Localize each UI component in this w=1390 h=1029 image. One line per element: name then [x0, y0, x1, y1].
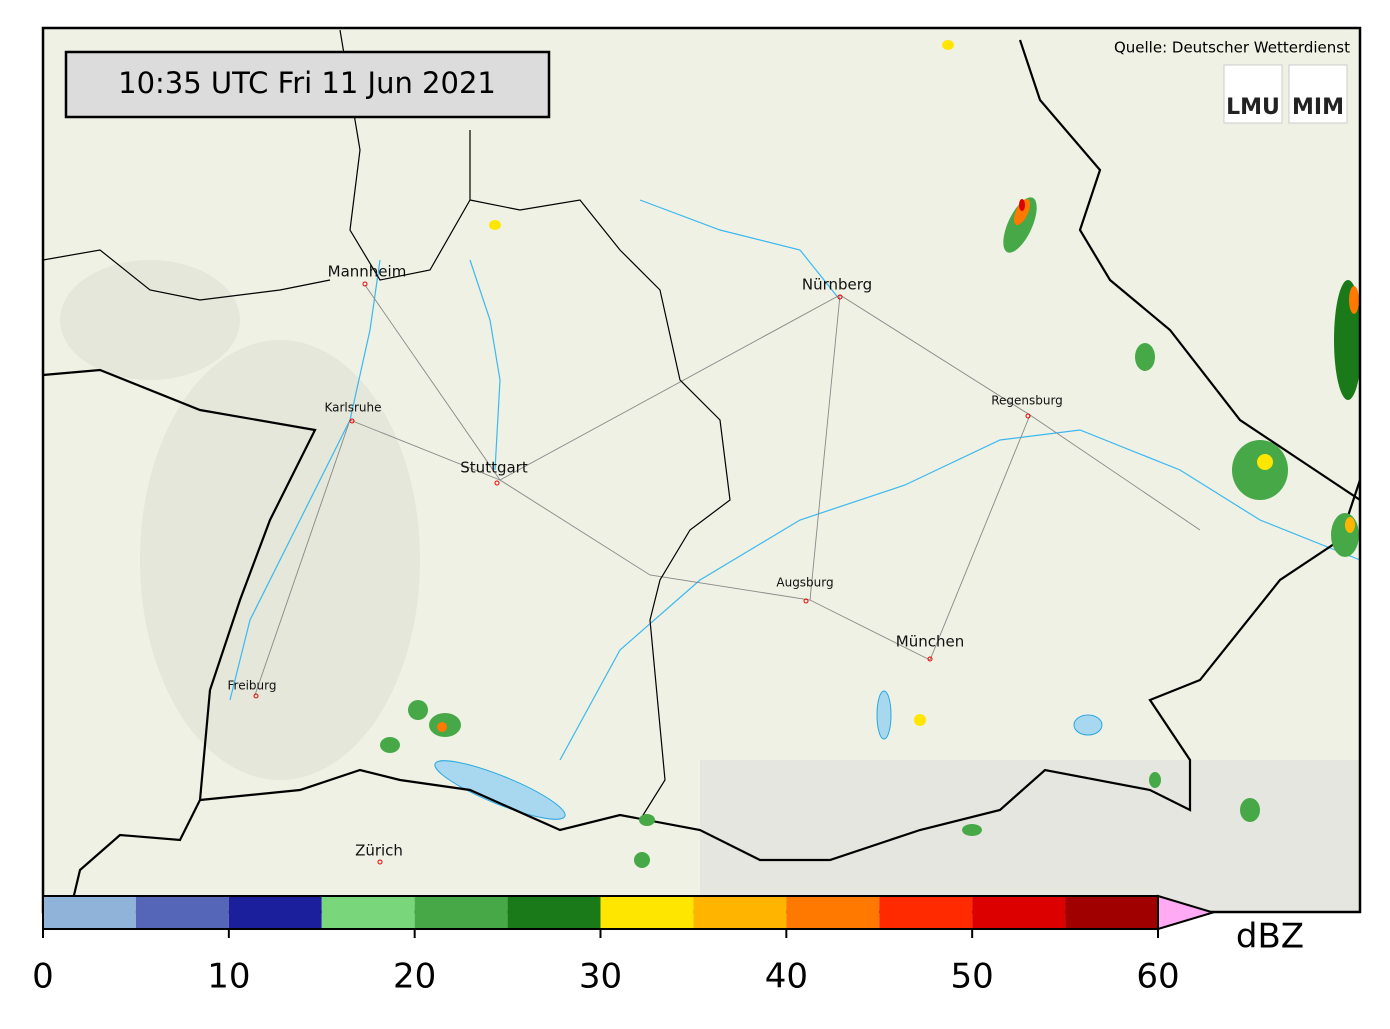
city-label: München	[896, 633, 964, 651]
logo-box	[1223, 64, 1283, 124]
colorbar-tick-label: 30	[579, 957, 622, 997]
colorbar-segment	[135, 896, 229, 929]
timestamp-box	[64, 50, 551, 119]
city-dot	[837, 294, 843, 300]
terrain	[60, 260, 240, 380]
city-dot	[803, 598, 809, 604]
colorbar-segment	[228, 896, 322, 929]
city-label: Zürich	[355, 842, 403, 860]
colorbar-segment	[321, 896, 415, 929]
city-label: Nürnberg	[802, 276, 872, 294]
colorbar-segment	[972, 896, 1066, 929]
lake	[876, 690, 892, 740]
logo-box	[1288, 64, 1348, 124]
cities: Mannheim Nürnberg Karlsruhe Regensburg Stutt…	[228, 263, 1063, 865]
logo: LMU	[1226, 95, 1280, 120]
city-dot	[377, 859, 383, 865]
colorbar-segment	[693, 896, 787, 929]
colorbar-tick-label: 40	[765, 957, 808, 997]
city-label: Augsburg	[776, 576, 833, 590]
state-borders	[43, 29, 731, 821]
city-dot	[349, 418, 355, 424]
radar-echoes	[380, 40, 1360, 868]
colorbar-tick-label: 0	[32, 957, 54, 997]
city-label: Karlsruhe	[324, 401, 381, 415]
colorbar-tick-label: 10	[207, 957, 250, 997]
lake	[1073, 714, 1103, 736]
logo: MIM	[1292, 95, 1344, 120]
city-label: Stuttgart	[460, 459, 528, 477]
city-dot	[1025, 413, 1031, 419]
alps	[700, 760, 1360, 912]
source: Quelle: Deutscher Wetterdienst	[1114, 39, 1350, 57]
city-label: Regensburg	[991, 394, 1063, 408]
city-dot	[927, 656, 933, 662]
lake	[434, 760, 566, 820]
colorbar-segment	[507, 896, 601, 929]
colorbar-segment	[414, 896, 508, 929]
timestamp: 10:35 UTC Fri 11 Jun 2021	[118, 66, 496, 100]
city-dot	[362, 281, 368, 287]
colorbar-tick-label: 50	[951, 957, 994, 997]
rivers	[229, 199, 1360, 761]
colorbar-segment	[786, 896, 880, 929]
country-borders	[43, 39, 1360, 912]
colorbar-tick-label: 60	[1136, 957, 1179, 997]
map: Mannheim Nürnberg Karlsruhe Regensburg Stutt…	[43, 28, 1360, 912]
city-label: Mannheim	[328, 263, 407, 281]
city-dot	[253, 693, 259, 699]
colorbar-tick-label: 20	[393, 957, 436, 997]
city-label: Freiburg	[228, 679, 277, 693]
city-dot	[494, 480, 500, 486]
colorbar-segment	[43, 896, 136, 929]
colorbar-label: dBZ	[1236, 917, 1304, 957]
colorbar-segment	[600, 896, 694, 929]
colorbar-segment	[1065, 896, 1158, 929]
colorbar: 0 10 20 30 40 50 60	[32, 894, 1217, 997]
colorbar-segment	[879, 896, 973, 929]
